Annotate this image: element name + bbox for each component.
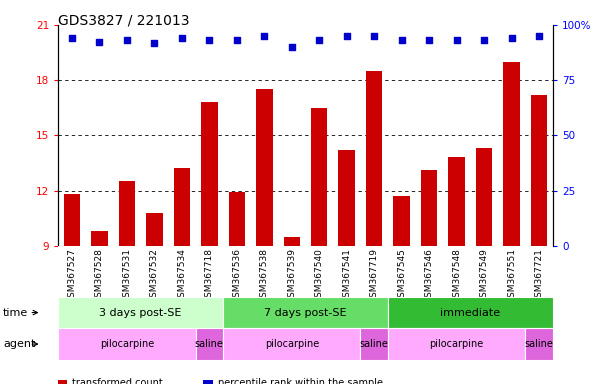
Point [67, 35, 77, 41]
Text: percentile rank within the sample: percentile rank within the sample [218, 378, 382, 384]
Point [424, 36, 434, 43]
Text: agent: agent [3, 339, 35, 349]
Text: GSM367536: GSM367536 [232, 248, 241, 303]
Text: GSM367540: GSM367540 [315, 248, 324, 303]
Text: GSM367538: GSM367538 [260, 248, 269, 303]
Text: GSM367534: GSM367534 [177, 248, 186, 303]
Text: GSM367541: GSM367541 [342, 248, 351, 303]
Text: GSM367532: GSM367532 [150, 248, 159, 303]
Text: GSM367527: GSM367527 [67, 248, 76, 303]
Point [232, 36, 242, 43]
Point [507, 35, 517, 41]
Bar [91, 231, 108, 246]
Text: 3 days post-SE: 3 days post-SE [100, 308, 181, 318]
Point [149, 40, 159, 46]
Text: GSM367545: GSM367545 [397, 248, 406, 303]
Bar [476, 148, 492, 246]
Text: pilocarpine: pilocarpine [430, 339, 484, 349]
Text: GSM367551: GSM367551 [507, 248, 516, 303]
Text: 7 days post-SE: 7 days post-SE [264, 308, 347, 318]
Point [369, 33, 379, 39]
Text: saline: saline [525, 339, 554, 349]
Text: GSM367546: GSM367546 [425, 248, 434, 303]
Bar [119, 181, 135, 246]
Bar [201, 102, 218, 246]
Bar [393, 196, 410, 246]
Point [342, 33, 352, 39]
Text: GDS3827 / 221013: GDS3827 / 221013 [58, 13, 189, 27]
Bar [256, 89, 273, 246]
Text: saline: saline [195, 339, 224, 349]
Text: GSM367549: GSM367549 [480, 248, 489, 303]
Point [204, 36, 214, 43]
Point [534, 33, 544, 39]
Point [259, 33, 269, 39]
Text: pilocarpine: pilocarpine [100, 339, 154, 349]
Text: GSM367531: GSM367531 [122, 248, 131, 303]
Bar [229, 192, 245, 246]
Text: GSM367539: GSM367539 [287, 248, 296, 303]
Point [480, 36, 489, 43]
Point [95, 38, 104, 45]
Text: transformed count: transformed count [72, 378, 163, 384]
Text: pilocarpine: pilocarpine [265, 339, 319, 349]
Point [452, 36, 462, 43]
Bar [366, 71, 382, 246]
Point [397, 36, 407, 43]
Text: saline: saline [360, 339, 389, 349]
Bar [421, 170, 437, 246]
Bar [64, 194, 80, 246]
Text: GSM367719: GSM367719 [370, 248, 379, 303]
Bar [284, 237, 300, 246]
Text: GSM367718: GSM367718 [205, 248, 214, 303]
Point [122, 36, 132, 43]
Bar [448, 157, 465, 246]
Text: immediate: immediate [441, 308, 500, 318]
Bar [531, 95, 547, 246]
Text: GSM367548: GSM367548 [452, 248, 461, 303]
Point [315, 36, 324, 43]
Point [287, 44, 297, 50]
Bar [338, 150, 355, 246]
Bar [146, 213, 163, 246]
Bar [311, 108, 327, 246]
Text: GSM367721: GSM367721 [535, 248, 544, 303]
Text: GSM367528: GSM367528 [95, 248, 104, 303]
Point [177, 35, 187, 41]
Text: time: time [3, 308, 28, 318]
Bar [503, 62, 520, 246]
Bar [174, 169, 190, 246]
